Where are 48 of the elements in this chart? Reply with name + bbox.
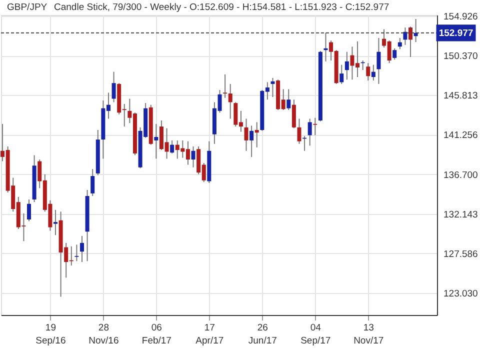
candlestick [90, 168, 95, 197]
candlestick [297, 118, 302, 144]
candlestick [170, 140, 174, 154]
candlestick [250, 125, 254, 158]
y-tick-label: 132.143 [444, 209, 478, 220]
x-tick-label: 17 Apr/17 [196, 322, 224, 346]
candlestick [286, 88, 291, 111]
candlestick [27, 198, 32, 222]
candlestick [376, 37, 381, 84]
candlestick [80, 235, 84, 263]
candlestick [244, 118, 248, 152]
x-tick-label: 04 Sep/17 [300, 322, 331, 346]
candlestick [223, 74, 228, 98]
x-tick-label: 06 Feb/17 [142, 322, 172, 346]
candlestick [154, 123, 158, 160]
candlestick [344, 51, 349, 80]
y-tick-label: 145.813 [444, 90, 478, 102]
chart-title: GBP/JPY [7, 2, 48, 13]
candlestick [371, 64, 376, 81]
candlestick [112, 71, 116, 103]
candlestick [292, 99, 296, 129]
y-tick-label: 154.926 [444, 11, 478, 22]
candlestick [254, 122, 259, 148]
x-tick-label: 26 Jun/17 [248, 322, 277, 346]
x-tick-label: 13 Nov/17 [354, 322, 384, 346]
candlestick [340, 64, 344, 84]
x-tick-label: 19 Sep/16 [36, 322, 66, 346]
y-tick-label: 123.030 [444, 288, 478, 300]
y-tick-label: 136.700 [444, 170, 478, 181]
x-tick-label: 28 Nov/16 [88, 322, 119, 346]
candlestick [313, 117, 318, 136]
candlestick [228, 83, 232, 120]
candlestick [366, 62, 370, 81]
candlestick [360, 60, 365, 71]
candlestick [403, 27, 408, 46]
candlestick [398, 37, 402, 50]
ref-line-label: 152.977 [438, 28, 474, 39]
candlestick [54, 209, 58, 236]
y-tick-label: 150.370 [444, 51, 478, 62]
candlestick [191, 146, 196, 168]
candlestick [308, 118, 312, 146]
y-tick-label: 141.256 [444, 130, 478, 142]
candlestick [392, 48, 397, 60]
chart-subtitle: Candle Stick, 79/300 - Weekly - O:152.609 - H:154.581 - L:151.923 - C:152.977 [54, 2, 390, 13]
candlestick [74, 244, 79, 262]
candlestick [270, 77, 275, 98]
y-tick-label: 127.586 [444, 248, 478, 260]
candlestick [408, 26, 413, 58]
